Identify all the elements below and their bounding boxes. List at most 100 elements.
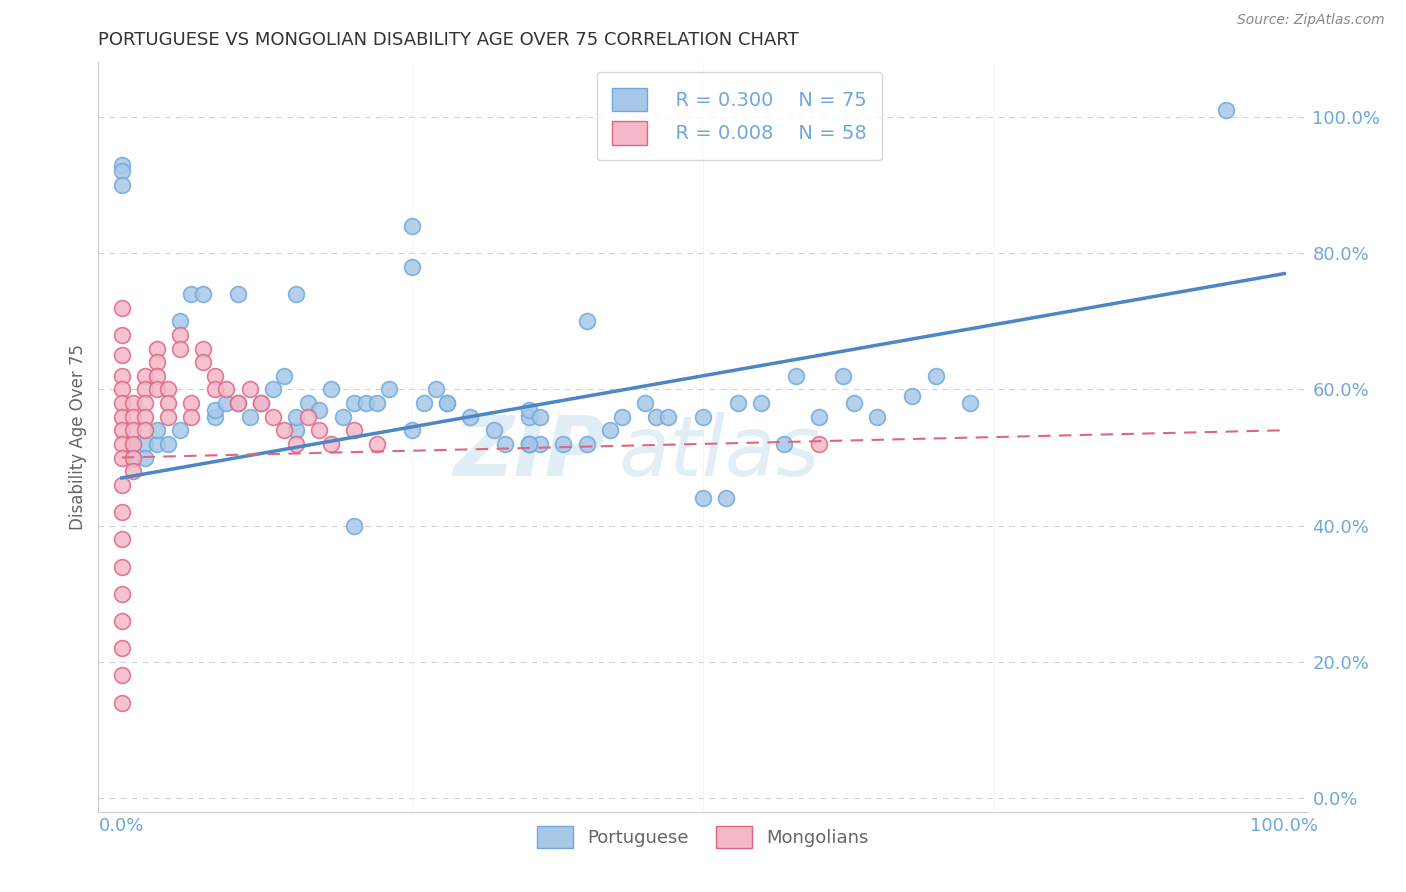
Point — [134, 396, 156, 410]
Point — [575, 437, 598, 451]
Point — [180, 396, 202, 410]
Point — [111, 668, 134, 682]
Point — [901, 389, 924, 403]
Point — [204, 368, 226, 383]
Point — [157, 396, 180, 410]
Text: ZIP: ZIP — [454, 411, 606, 492]
Point — [924, 368, 946, 383]
Point — [145, 383, 167, 397]
Point — [169, 423, 191, 437]
Point — [773, 437, 796, 451]
Point — [145, 355, 167, 369]
Point — [134, 437, 156, 451]
Point — [145, 437, 167, 451]
Point — [191, 342, 214, 356]
Point — [215, 383, 238, 397]
Text: atlas: atlas — [619, 411, 820, 492]
Point — [111, 477, 134, 491]
Point — [239, 383, 262, 397]
Point — [343, 396, 366, 410]
Point — [134, 383, 156, 397]
Point — [111, 396, 134, 410]
Point — [727, 396, 749, 410]
Point — [111, 178, 134, 192]
Point — [378, 383, 401, 397]
Point — [844, 396, 866, 410]
Point — [482, 423, 505, 437]
Point — [460, 409, 482, 424]
Point — [645, 409, 668, 424]
Point — [436, 396, 458, 410]
Point — [553, 437, 575, 451]
Point — [749, 396, 772, 410]
Point — [134, 368, 156, 383]
Point — [111, 614, 134, 628]
Point — [831, 368, 853, 383]
Point — [401, 219, 423, 233]
Point — [262, 409, 284, 424]
Point — [122, 450, 145, 465]
Point — [657, 409, 679, 424]
Point — [111, 409, 134, 424]
Point — [122, 464, 145, 478]
Point — [308, 423, 330, 437]
Point — [425, 383, 447, 397]
Point — [808, 409, 831, 424]
Text: Source: ZipAtlas.com: Source: ZipAtlas.com — [1237, 13, 1385, 28]
Point — [273, 423, 295, 437]
Point — [517, 402, 540, 417]
Point — [692, 491, 714, 506]
Point — [204, 409, 226, 424]
Point — [169, 314, 191, 328]
Point — [169, 342, 191, 356]
Point — [111, 158, 134, 172]
Point — [239, 409, 262, 424]
Point — [517, 409, 540, 424]
Point — [111, 327, 134, 342]
Point — [145, 423, 167, 437]
Point — [354, 396, 377, 410]
Point — [599, 423, 621, 437]
Point — [134, 423, 156, 437]
Point — [319, 383, 342, 397]
Point — [716, 491, 738, 506]
Point — [1215, 103, 1237, 117]
Point — [401, 423, 423, 437]
Point — [169, 327, 191, 342]
Point — [191, 355, 214, 369]
Point — [401, 260, 423, 274]
Point — [285, 287, 308, 301]
Point — [204, 383, 226, 397]
Point — [111, 164, 134, 178]
Point — [122, 396, 145, 410]
Point — [122, 437, 145, 451]
Point — [436, 396, 458, 410]
Point — [180, 287, 202, 301]
Point — [517, 437, 540, 451]
Point — [517, 437, 540, 451]
Point — [319, 437, 342, 451]
Point — [145, 342, 167, 356]
Point — [122, 409, 145, 424]
Point — [866, 409, 889, 424]
Legend: Portuguese, Mongolians: Portuguese, Mongolians — [530, 819, 876, 855]
Point — [610, 409, 633, 424]
Point — [157, 409, 180, 424]
Point — [111, 423, 134, 437]
Point — [413, 396, 436, 410]
Point — [111, 348, 134, 362]
Point — [273, 368, 295, 383]
Point — [692, 409, 714, 424]
Point — [226, 287, 249, 301]
Y-axis label: Disability Age Over 75: Disability Age Over 75 — [69, 344, 87, 530]
Point — [111, 587, 134, 601]
Point — [575, 314, 598, 328]
Text: PORTUGUESE VS MONGOLIAN DISABILITY AGE OVER 75 CORRELATION CHART: PORTUGUESE VS MONGOLIAN DISABILITY AGE O… — [98, 31, 799, 49]
Point — [204, 402, 226, 417]
Point — [285, 423, 308, 437]
Point — [285, 437, 308, 451]
Point — [343, 423, 366, 437]
Point — [122, 423, 145, 437]
Point — [111, 437, 134, 451]
Point — [808, 437, 831, 451]
